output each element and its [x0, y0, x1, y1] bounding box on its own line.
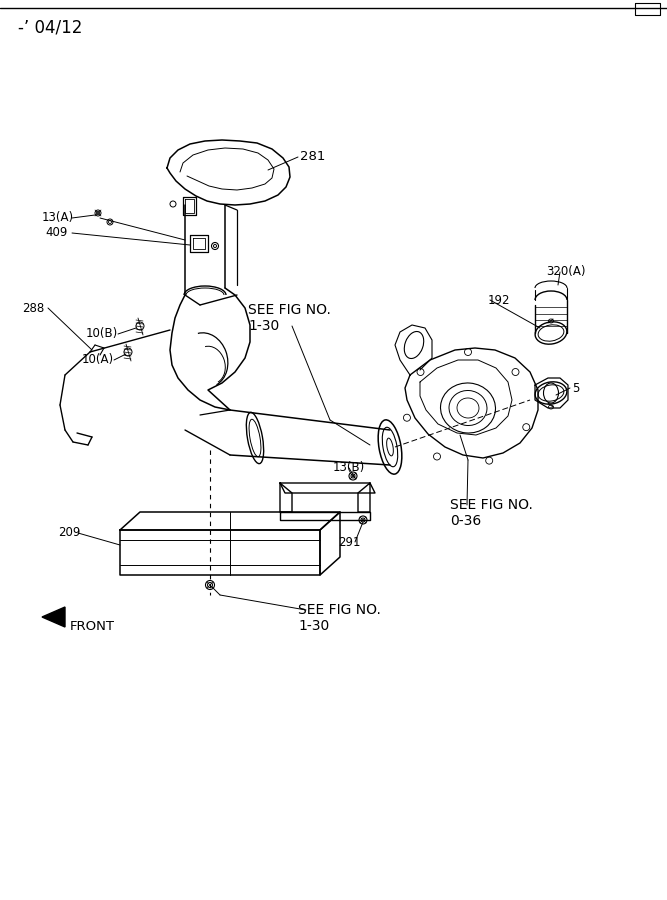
Text: 13(A): 13(A) — [42, 212, 74, 224]
Text: 320(A): 320(A) — [546, 266, 586, 278]
Text: 209: 209 — [58, 526, 81, 539]
Text: 10(B): 10(B) — [86, 328, 118, 340]
Text: 281: 281 — [300, 150, 325, 164]
Text: 409: 409 — [45, 227, 67, 239]
Text: 13(B): 13(B) — [333, 462, 366, 474]
Text: SEE FIG NO.: SEE FIG NO. — [298, 603, 381, 617]
Text: 0-36: 0-36 — [450, 514, 482, 528]
Text: 5: 5 — [572, 382, 580, 394]
Text: 291: 291 — [338, 536, 360, 548]
Text: 1-30: 1-30 — [298, 619, 329, 633]
Text: 10(A): 10(A) — [82, 354, 114, 366]
Text: SEE FIG NO.: SEE FIG NO. — [450, 498, 533, 512]
Text: SEE FIG NO.: SEE FIG NO. — [248, 303, 331, 317]
Polygon shape — [42, 607, 65, 627]
Text: -’ 04/12: -’ 04/12 — [18, 19, 83, 37]
Text: FRONT: FRONT — [70, 619, 115, 633]
Text: 1-30: 1-30 — [248, 319, 279, 333]
Text: 288: 288 — [22, 302, 44, 314]
Text: 192: 192 — [488, 293, 510, 307]
